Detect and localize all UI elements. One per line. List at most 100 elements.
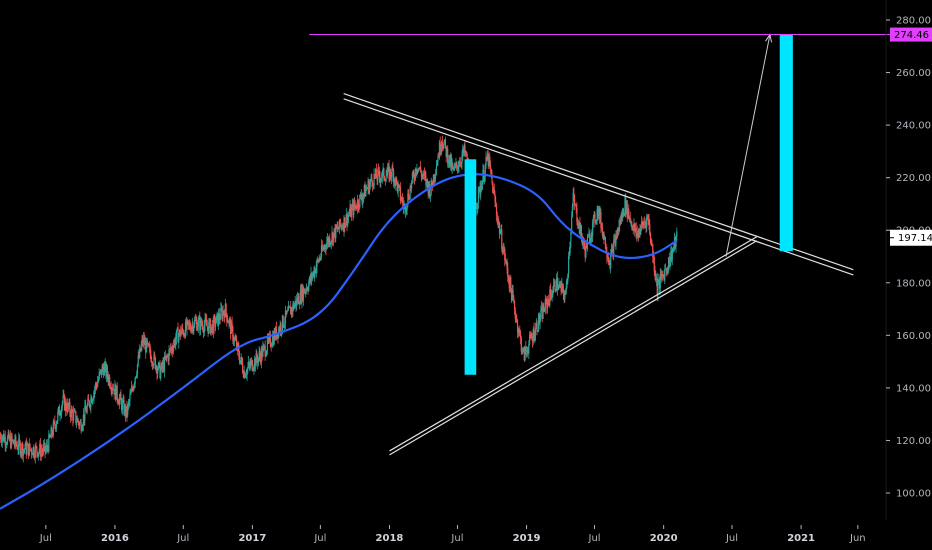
candle — [553, 278, 555, 287]
candle — [320, 252, 322, 261]
candle — [396, 181, 398, 194]
candle — [393, 168, 395, 188]
candle — [435, 159, 438, 176]
candle — [190, 322, 192, 334]
candle — [327, 235, 329, 248]
candle — [556, 271, 558, 296]
candle — [147, 342, 149, 346]
time-axis[interactable]: Jul 2016 Jul 2017 Jul 2018 Jul 2019 Jul 2020 Jul 20… — [39, 525, 866, 544]
candle — [61, 400, 63, 411]
candle — [162, 357, 164, 373]
price-axis[interactable]: 100.00120.00140.00160.00180.00200.00220.… — [885, 0, 931, 520]
candle — [621, 210, 623, 222]
candle — [542, 303, 544, 320]
candle — [15, 441, 18, 448]
candle — [241, 356, 243, 366]
candle — [498, 221, 501, 239]
candle — [148, 341, 151, 353]
candle — [201, 319, 203, 330]
candle — [343, 215, 345, 237]
candle — [589, 230, 591, 244]
candle — [34, 443, 36, 464]
candle — [172, 339, 175, 355]
candle — [480, 180, 483, 192]
candle — [219, 313, 221, 325]
candle — [672, 246, 674, 254]
candle — [429, 180, 431, 200]
candle — [19, 440, 21, 457]
candle — [110, 381, 112, 395]
candle — [139, 344, 141, 360]
candle — [118, 399, 120, 405]
y-tick-label: 240.00 — [896, 121, 931, 132]
candle — [41, 444, 43, 458]
candle — [45, 445, 47, 455]
candle — [412, 170, 414, 178]
x-tick-label: 2018 — [376, 533, 404, 544]
candle — [552, 286, 554, 298]
candle — [638, 228, 640, 238]
candle — [74, 408, 76, 414]
candle — [512, 285, 514, 300]
candle — [510, 274, 512, 294]
candle — [286, 309, 288, 315]
candle — [456, 161, 458, 171]
candle — [440, 144, 442, 155]
candle — [87, 394, 89, 407]
candle — [313, 266, 315, 279]
candle — [628, 204, 630, 220]
candle — [649, 232, 652, 245]
measure-bar-2[interactable] — [779, 34, 793, 252]
candle — [269, 331, 272, 348]
target-price-label: 274.46 — [894, 30, 929, 41]
candle — [223, 308, 226, 323]
candle — [596, 205, 598, 225]
lower-trendline[interactable] — [389, 236, 758, 452]
candle — [180, 330, 182, 337]
candle — [450, 152, 452, 171]
candle — [567, 273, 569, 285]
candle — [417, 169, 419, 175]
candle — [604, 236, 607, 250]
candle — [0, 432, 2, 443]
candle — [317, 259, 320, 264]
candle — [263, 343, 265, 352]
candle — [247, 361, 249, 374]
candle — [248, 355, 250, 369]
candle — [432, 174, 435, 185]
upper-trendline[interactable] — [343, 93, 854, 271]
candle — [574, 203, 576, 206]
candle — [277, 332, 279, 344]
candle — [354, 200, 356, 212]
upper-trendline[interactable] — [343, 98, 854, 276]
candle — [289, 306, 291, 308]
candle — [510, 287, 513, 304]
candle — [338, 226, 340, 230]
candle — [232, 325, 234, 345]
candle — [124, 403, 127, 422]
candle — [239, 359, 241, 365]
candle — [329, 233, 331, 248]
candle — [26, 440, 28, 456]
candle — [36, 445, 38, 458]
candle — [21, 442, 23, 459]
candle — [231, 316, 233, 332]
candle — [549, 285, 551, 308]
lower-trendline[interactable] — [389, 240, 758, 456]
candle — [307, 286, 309, 295]
candle — [511, 284, 513, 302]
candle — [444, 136, 447, 149]
candle — [462, 146, 465, 157]
y-tick-label: 100.00 — [896, 489, 931, 500]
candle — [568, 247, 570, 260]
candle — [456, 165, 459, 174]
candle — [71, 406, 73, 413]
candle — [153, 350, 155, 369]
projection-arrow[interactable] — [725, 34, 771, 257]
candle — [664, 263, 667, 270]
candle — [261, 346, 263, 361]
candle — [487, 150, 489, 170]
candle — [598, 205, 600, 220]
measure-bar-1[interactable] — [464, 159, 477, 375]
